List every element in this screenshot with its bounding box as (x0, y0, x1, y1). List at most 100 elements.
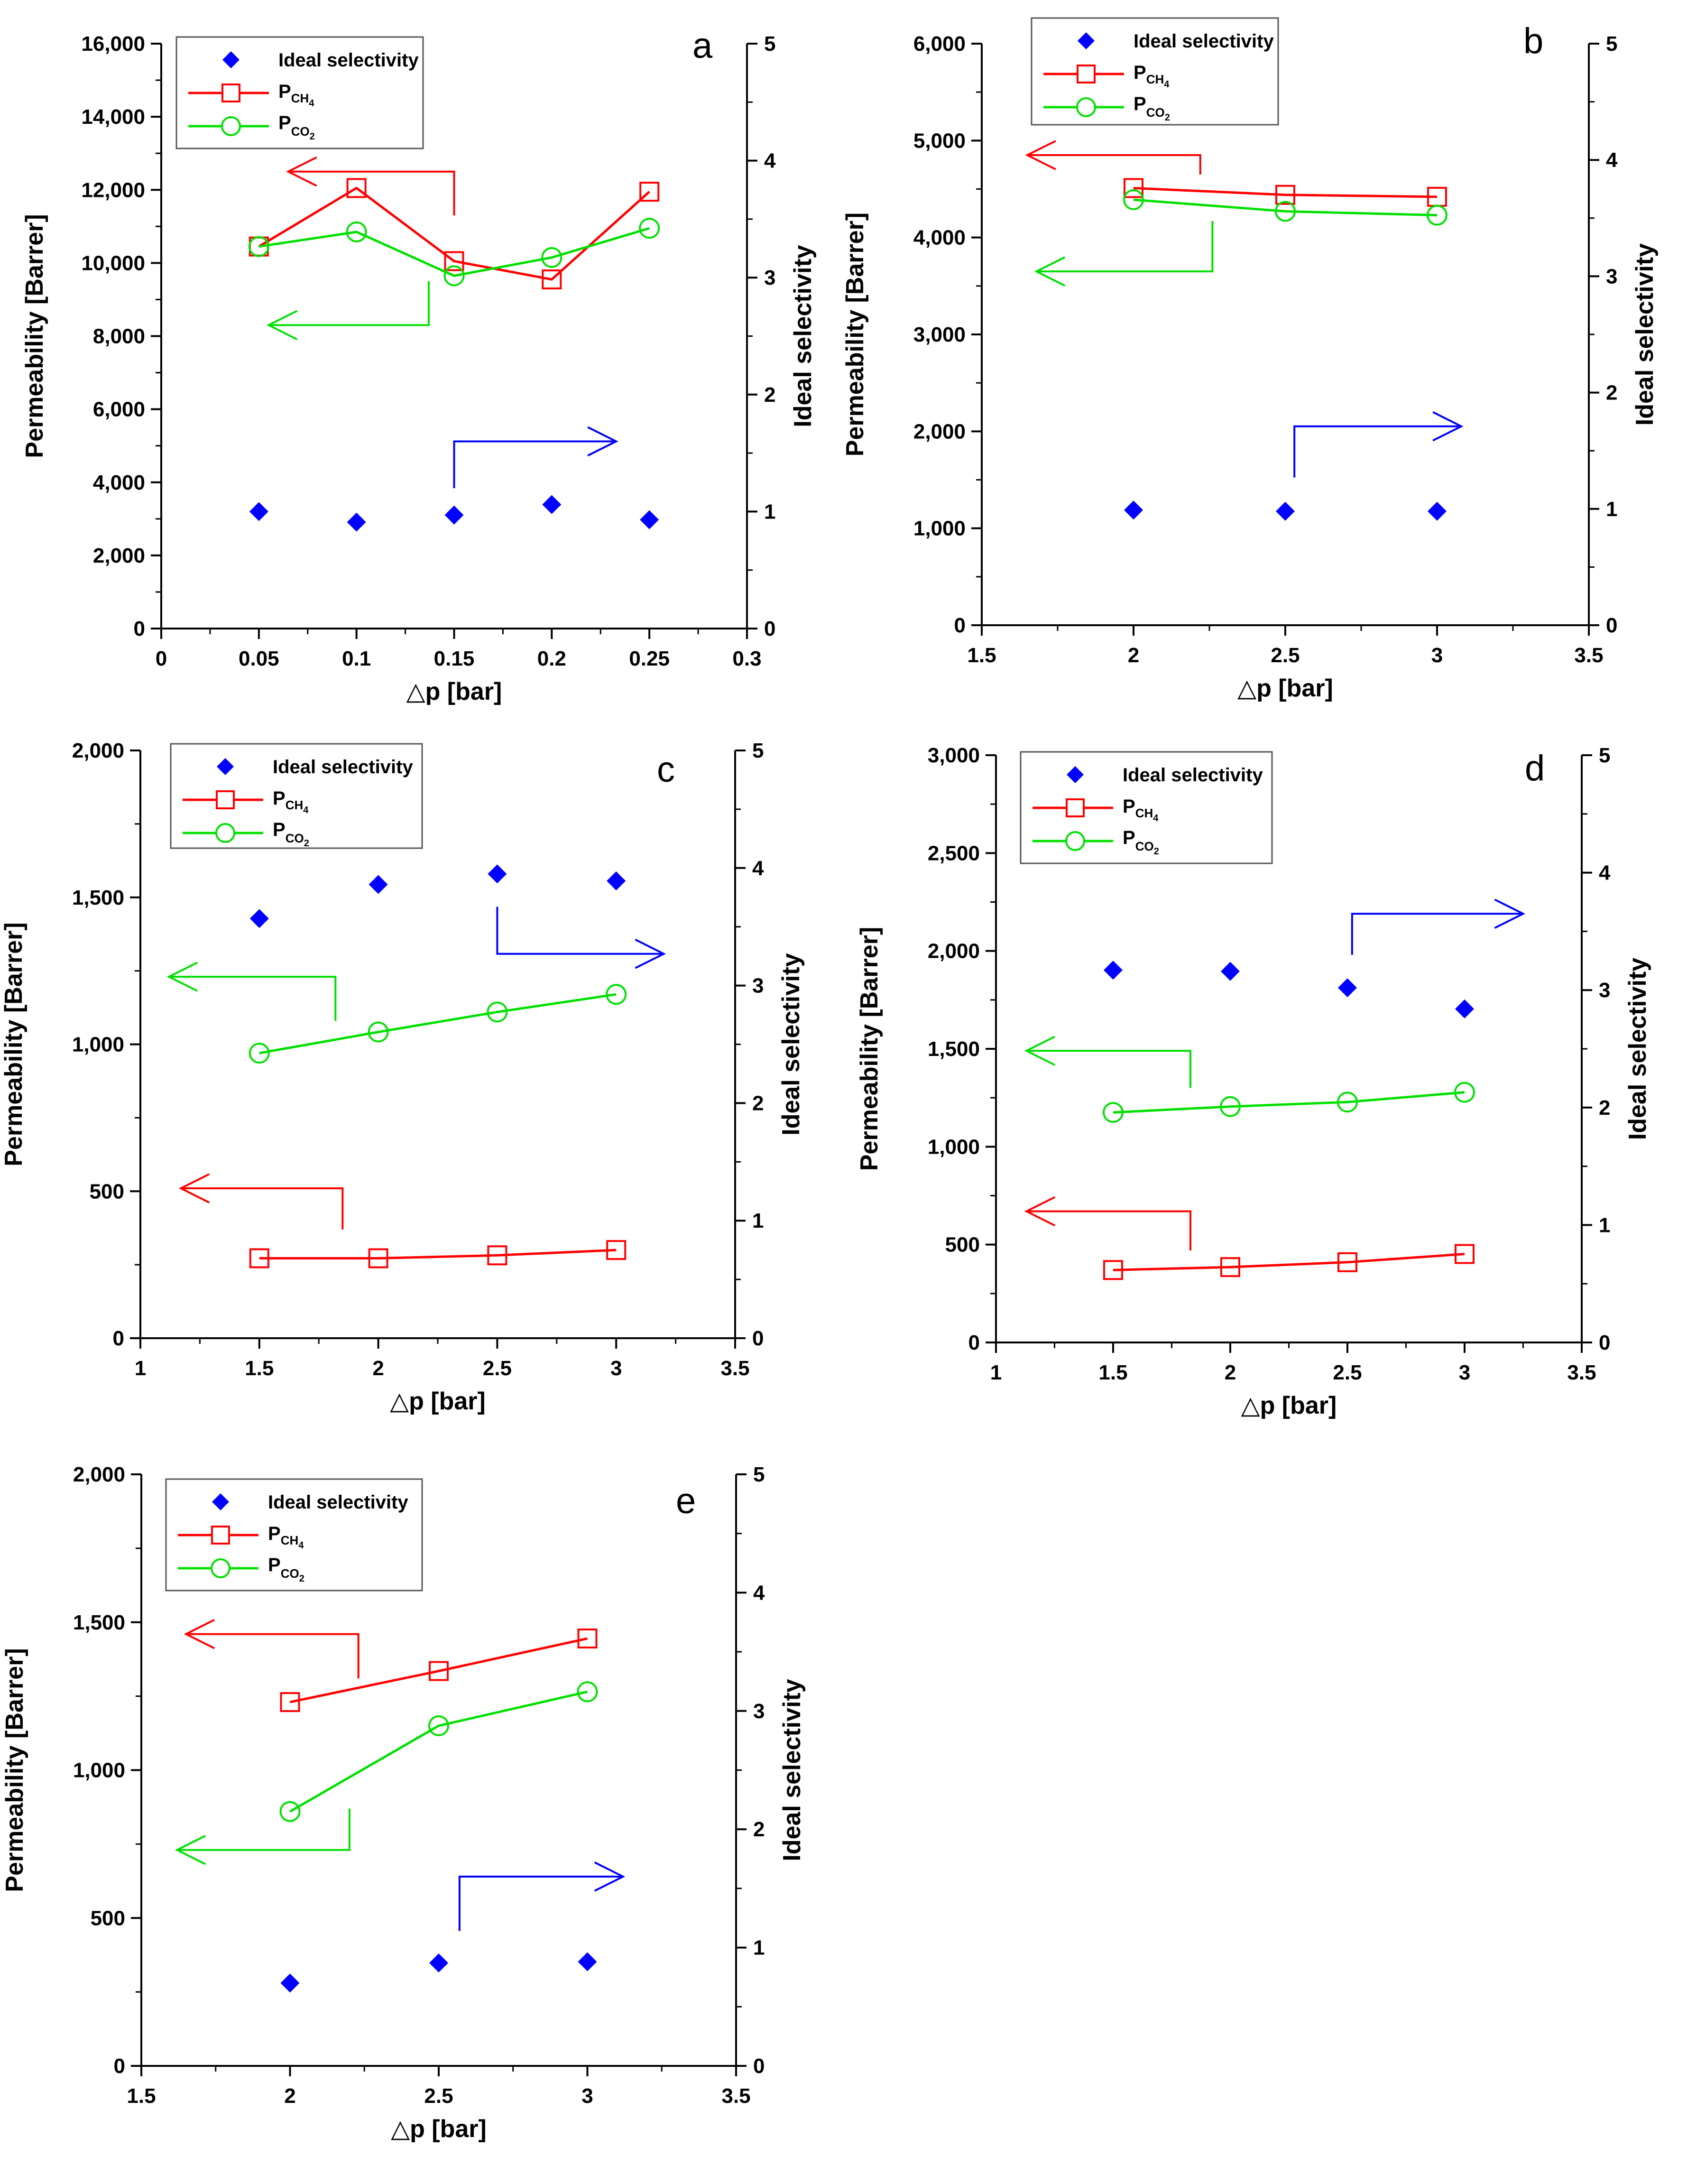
annotation-arrow-ratio (453, 440, 617, 489)
ratio-point (1276, 501, 1295, 521)
y2-tick-label: 4 (764, 149, 776, 173)
ratio-point (578, 1952, 597, 1971)
co2-point (346, 221, 367, 242)
legend-co2-label: PCO2 (1134, 93, 1170, 123)
ch4-point (606, 1240, 627, 1260)
annotation-arrowhead-ch4 (1024, 1196, 1056, 1227)
y2-tick-label: 5 (1599, 744, 1610, 767)
series-line-ch4 (259, 1249, 617, 1259)
legend-co2-label: PCO2 (278, 112, 315, 142)
x-axis-title: △p [bar] (391, 2115, 487, 2143)
x-tick-label: 2.5 (1333, 1361, 1362, 1384)
ch4-point (368, 1248, 388, 1268)
ratio-point (1221, 962, 1240, 981)
y-tick-label: 0 (113, 1327, 124, 1350)
y2-tick-label: 4 (1599, 861, 1611, 885)
y-tick-label: 2,000 (928, 940, 980, 963)
y-tick-label: 12,000 (81, 178, 145, 202)
legend-ratio-label: Ideal selectivity (278, 50, 419, 71)
series-line-co2 (1133, 198, 1438, 217)
y-tick-label: 2,500 (928, 842, 980, 865)
y2-tick-label: 4 (752, 857, 764, 880)
co2-point (1454, 1082, 1475, 1103)
x-tick-label: 0.15 (434, 647, 475, 670)
y2-tick-label: 0 (1599, 1331, 1610, 1354)
y-tick-label: 0 (968, 1331, 980, 1354)
chart-panel-e: 0 500 1,000 1,500 2,000 0 1 2 3 4 5 1.5 2 2.5 3 3.5 △p [… (1, 1463, 806, 2143)
y2-tick-label: 4 (1606, 148, 1618, 172)
y2-tick-label: 1 (752, 1209, 764, 1232)
annotation-arrowhead-co2 (175, 1835, 206, 1865)
ratio-point (640, 510, 659, 529)
annotation-arrow-ch4 (1027, 154, 1201, 175)
x-tick-label: 1 (990, 1361, 1002, 1384)
legend-ch4-marker (221, 83, 240, 102)
legend-co2-label: PCO2 (273, 819, 309, 849)
x-tick-label: 3.5 (721, 2084, 750, 2108)
legend: Ideal selectivity PCH4 PCO2 (1031, 17, 1279, 126)
y-tick-label: 1,000 (73, 1759, 125, 1782)
ratio-point (1428, 501, 1447, 521)
legend-ratio-marker (222, 51, 240, 68)
series-line-ch4 (289, 1637, 588, 1703)
y-tick-label: 14,000 (81, 105, 145, 129)
ratio-point (1104, 961, 1123, 980)
legend-ch4-label: PCH4 (273, 788, 309, 815)
legend-co2-marker (211, 1558, 230, 1578)
annotation-arrow-co2 (1026, 1050, 1192, 1088)
y-axis-title: Permeability [Barrer] (856, 927, 883, 1171)
y-axis-title: Permeability [Barrer] (841, 213, 869, 456)
y-tick-label: 2,000 (93, 544, 145, 567)
legend-box (170, 743, 423, 849)
y-tick-label: 1,500 (928, 1037, 980, 1061)
y-tick-label: 1,000 (913, 517, 966, 540)
annotation-arrowhead-co2 (1034, 256, 1066, 287)
y-tick-label: 3,000 (928, 744, 980, 767)
y2-tick-label: 3 (752, 974, 764, 998)
ratio-point (249, 909, 269, 928)
annotation-arrowhead-ch4 (184, 1619, 215, 1649)
legend-ratio-label: Ideal selectivity (268, 1492, 408, 1513)
annotation-arrowhead-co2 (1024, 1036, 1056, 1066)
x-tick-label: 0.3 (732, 647, 761, 670)
series-line-ch4 (1113, 1252, 1465, 1271)
x-tick-label: 0.2 (537, 647, 566, 670)
x-tick-label: 1.5 (127, 2084, 156, 2108)
y2-axis-title: Ideal selectivity (789, 245, 817, 427)
annotation-arrow-ch4 (288, 170, 455, 216)
annotation-arrowhead-ratio (1432, 411, 1464, 442)
y-tick-label: 2,000 (913, 420, 966, 443)
y2-tick-label: 5 (764, 32, 775, 56)
ch4-point (444, 251, 464, 271)
ch4-point (1124, 178, 1143, 198)
y2-tick-label: 2 (752, 1092, 764, 1115)
legend-ratio-label: Ideal selectivity (273, 757, 413, 777)
y2-tick-label: 3 (753, 1700, 765, 1723)
y2-tick-label: 1 (1599, 1213, 1610, 1237)
x-tick-label: 3 (581, 2084, 593, 2108)
co2-point (1220, 1096, 1241, 1117)
ratio-point (347, 512, 366, 532)
ch4-point (542, 269, 562, 290)
x-axis-title: △p [bar] (406, 678, 502, 705)
y2-tick-label: 4 (753, 1581, 765, 1604)
y-tick-label: 1,500 (73, 1611, 125, 1634)
x-tick-label: 3 (610, 1357, 622, 1380)
co2-point (443, 265, 465, 287)
co2-point (577, 1681, 598, 1703)
x-axis-title: △p [bar] (1241, 1392, 1337, 1419)
annotation-arrowhead-ch4 (286, 156, 317, 187)
ratio-point (607, 871, 626, 891)
annotation-arrowhead-ratio (594, 1861, 626, 1892)
legend-co2-marker (215, 823, 235, 843)
chart-panel-b: 0 1,000 2,000 3,000 4,000 5,000 6,000 0 1 2 3 4 5 1.5… (841, 17, 1659, 702)
co2-point (279, 1801, 301, 1822)
x-tick-label: 1.5 (245, 1357, 274, 1380)
annotation-arrow-co2 (268, 281, 430, 326)
y2-tick-label: 2 (1599, 1096, 1610, 1120)
ch4-point (1103, 1260, 1123, 1280)
y-axis-title: Permeability [Barrer] (0, 922, 28, 1166)
y-tick-label: 10,000 (81, 251, 145, 275)
